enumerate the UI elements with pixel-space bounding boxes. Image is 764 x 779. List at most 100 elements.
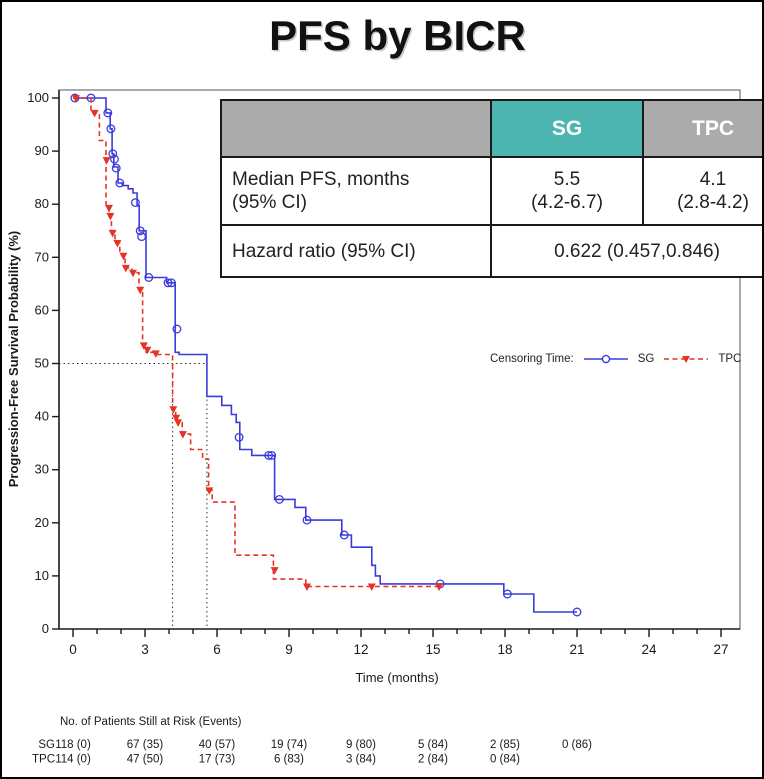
x-tick-label: 15 bbox=[425, 642, 440, 657]
x-tick-label: 18 bbox=[497, 642, 512, 657]
median-pfs-tpc-line1: 4.1 bbox=[699, 169, 727, 190]
risk-value: 0 (86) bbox=[562, 739, 592, 751]
hazard-ratio-value: 0.622 (0.457,0.846) bbox=[490, 224, 762, 278]
sg-censor-marker bbox=[172, 324, 182, 334]
y-tick-label: 90 bbox=[35, 143, 49, 158]
x-tick-label: 9 bbox=[285, 642, 293, 657]
risk-row-label: TPC bbox=[32, 754, 55, 766]
legend-sg-label: SG bbox=[637, 353, 655, 365]
risk-row-label: SG bbox=[38, 739, 55, 751]
x-tick-label: 27 bbox=[713, 642, 728, 657]
risk-value: 2 (85) bbox=[490, 739, 520, 751]
sg-censor-marker bbox=[267, 450, 277, 460]
sg-censor-marker bbox=[302, 515, 312, 525]
median-pfs-sg-line1: 5.5 bbox=[553, 169, 581, 190]
y-tick-label: 100 bbox=[27, 90, 49, 105]
y-tick-label: 10 bbox=[35, 568, 49, 583]
tpc-censor-marker bbox=[143, 346, 152, 355]
sg-censor-marker bbox=[502, 589, 512, 599]
sg-censor-marker bbox=[234, 432, 244, 442]
sg-censor-marker bbox=[274, 494, 284, 504]
tpc-censor-marker bbox=[71, 95, 80, 103]
stats-header-sg: SG bbox=[490, 99, 644, 158]
sg-censor-marker bbox=[70, 93, 80, 103]
median-pfs-label-line1: Median PFS, months bbox=[232, 169, 410, 190]
tpc-censor-marker bbox=[169, 406, 178, 414]
stats-header-row: SG TPC bbox=[220, 99, 762, 158]
risk-value: 6 (83) bbox=[274, 754, 304, 766]
risk-value: 3 (84) bbox=[346, 754, 376, 766]
risk-value: 9 (80) bbox=[346, 739, 376, 751]
y-tick-label: 80 bbox=[35, 196, 49, 211]
tpc-censor-marker bbox=[106, 212, 115, 221]
sg-censor-marker bbox=[103, 108, 113, 118]
sg-censor-marker bbox=[111, 163, 121, 173]
sg-censor-marker bbox=[106, 124, 116, 134]
risk-value: 47 (50) bbox=[127, 754, 164, 766]
tpc-censor-marker bbox=[129, 269, 137, 278]
risk-value: 67 (35) bbox=[127, 739, 164, 751]
x-tick-label: 12 bbox=[353, 642, 368, 657]
sg-censor-marker bbox=[572, 607, 582, 617]
sg-censor-marker bbox=[110, 154, 119, 164]
tpc-censor-marker bbox=[139, 342, 148, 350]
tpc-censor-marker bbox=[113, 240, 122, 248]
tpc-censor-marker bbox=[90, 109, 99, 118]
tpc-censor-marker bbox=[172, 414, 181, 423]
risk-value: 2 (84) bbox=[418, 754, 448, 766]
y-axis-title: Progression-Free Survival Probability (%… bbox=[6, 231, 21, 487]
sg-censor-marker bbox=[137, 232, 147, 242]
stats-median-row: Median PFS, months (95% CI) 5.5 (4.2-6.7… bbox=[220, 156, 762, 226]
tpc-censor-marker bbox=[136, 286, 145, 295]
tpc-censor-marker bbox=[108, 229, 117, 238]
sg-censor-marker bbox=[130, 198, 140, 208]
y-tick-label: 0 bbox=[42, 621, 49, 636]
tpc-censor-marker bbox=[367, 583, 376, 591]
tpc-censor-marker bbox=[205, 487, 214, 495]
risk-value: 5 (84) bbox=[418, 739, 448, 751]
tpc-censor-marker bbox=[303, 583, 311, 591]
stats-hazard-row: Hazard ratio (95% CI) 0.622 (0.457,0.846… bbox=[220, 224, 762, 278]
stats-header-tpc-label: TPC bbox=[692, 117, 734, 140]
sg-legend-line-icon bbox=[583, 354, 628, 364]
y-tick-label: 30 bbox=[35, 462, 49, 477]
median-pfs-label-line2: (95% CI) bbox=[232, 192, 307, 213]
x-tick-label: 0 bbox=[69, 642, 77, 657]
y-tick-label: 70 bbox=[35, 249, 49, 264]
risk-value: 114 (0) bbox=[55, 754, 91, 766]
sg-censor-marker bbox=[115, 178, 125, 188]
sg-censor-marker bbox=[339, 530, 349, 540]
risk-value: 40 (57) bbox=[199, 739, 236, 751]
median-pfs-tpc-line2: (2.8-4.2) bbox=[677, 192, 749, 213]
y-tick-label: 20 bbox=[35, 515, 49, 530]
tpc-censor-marker bbox=[270, 567, 279, 575]
y-tick-label: 60 bbox=[35, 302, 49, 317]
tpc-censor-marker bbox=[151, 350, 160, 358]
sg-censor-marker bbox=[108, 149, 118, 159]
tpc-legend-line-icon bbox=[664, 356, 709, 363]
x-tick-label: 6 bbox=[213, 642, 221, 657]
sg-censor-marker bbox=[163, 278, 173, 288]
tpc-censor-marker bbox=[121, 264, 130, 273]
tpc-censor-marker bbox=[102, 157, 111, 165]
risk-value: 19 (74) bbox=[271, 739, 308, 751]
sg-censor-marker bbox=[264, 450, 274, 460]
censoring-legend: Censoring Time: SG TPC bbox=[490, 351, 741, 367]
risk-value: 0 (84) bbox=[490, 754, 520, 766]
median-pfs-sg-line2: (4.2-6.7) bbox=[531, 192, 603, 213]
legend-prefix: Censoring Time: bbox=[490, 353, 574, 365]
stats-header-tpc: TPC bbox=[642, 99, 762, 158]
risk-table-header: No. of Patients Still at Risk (Events) bbox=[60, 716, 242, 728]
x-axis-title: Time (months) bbox=[355, 670, 438, 685]
x-tick-label: 3 bbox=[141, 642, 149, 657]
tpc-censor-marker bbox=[119, 252, 128, 261]
stats-header-sg-label: SG bbox=[551, 117, 583, 140]
tpc-censor-marker bbox=[105, 204, 113, 213]
risk-value: 17 (73) bbox=[199, 754, 236, 766]
x-tick-label: 24 bbox=[641, 642, 657, 657]
y-tick-label: 50 bbox=[35, 356, 49, 371]
legend-tpc-label: TPC bbox=[718, 353, 742, 365]
sg-censor-marker bbox=[144, 273, 154, 282]
